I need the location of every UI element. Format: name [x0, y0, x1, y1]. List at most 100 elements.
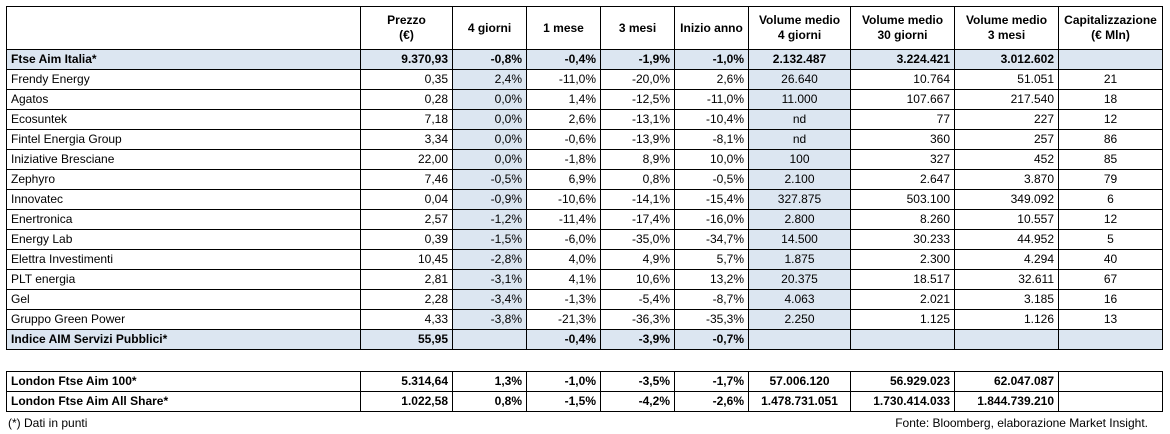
table-cell: 0,8%: [452, 391, 527, 412]
table-cell: -11,0%: [526, 69, 601, 90]
row-name-cell: London Ftse Aim 100*: [6, 371, 361, 392]
table-cell: -0,5%: [452, 169, 527, 190]
row-name-cell: Enertronica: [6, 209, 361, 230]
table-cell: -13,9%: [600, 129, 675, 150]
table-cell: -0,8%: [452, 49, 527, 70]
header-market-cap: Capitalizzazione (€ Mln): [1058, 6, 1163, 50]
table-cell: -1,5%: [526, 391, 601, 412]
table-cell: -3,1%: [452, 269, 527, 290]
table-cell: 30.233: [850, 229, 955, 250]
header-row: Prezzo (€) 4 giorni 1 mese 3 mesi Inizio…: [6, 6, 1163, 50]
source-note: Fonte: Bloomberg, elaborazione Market In…: [895, 416, 1148, 430]
table-cell: [1058, 49, 1163, 70]
table-cell: 8.260: [850, 209, 955, 230]
table-cell: 3,34: [360, 129, 453, 150]
table-cell: 67: [1058, 269, 1163, 290]
table-cell: 2,6%: [674, 69, 749, 90]
table-cell: 227: [954, 109, 1059, 130]
table-cell: 2.300: [850, 249, 955, 270]
row-name-cell: Gruppo Green Power: [6, 309, 361, 330]
table-row: Energy Lab 0,39 -1,5% -6,0% -35,0% -34,7% 14.5…: [6, 229, 1163, 250]
table-cell: 18.517: [850, 269, 955, 290]
table-cell: 13: [1058, 309, 1163, 330]
table-row: London Ftse Aim 100* 5.314,64 1,3% -1,0% -3,…: [6, 371, 1163, 392]
london-table: London Ftse Aim 100* 5.314,64 1,3% -1,0% -3,…: [6, 371, 1163, 412]
table-cell: 0,39: [360, 229, 453, 250]
table-cell: 8,9%: [600, 149, 675, 170]
row-name-cell: Gel: [6, 289, 361, 310]
table-cell: 3.185: [954, 289, 1059, 310]
row-name-cell: Indice AIM Servizi Pubblici*: [6, 329, 361, 350]
table-cell: -0,9%: [452, 189, 527, 210]
table-cell: 11.000: [748, 89, 851, 110]
table-cell: [850, 329, 955, 350]
table-cell: 18: [1058, 89, 1163, 110]
header-ytd: Inizio anno: [674, 6, 749, 50]
table-cell: -1,0%: [526, 371, 601, 392]
table-cell: 2.647: [850, 169, 955, 190]
table-cell: 2.132.487: [748, 49, 851, 70]
table-cell: 0,0%: [452, 149, 527, 170]
table-cell: 327.875: [748, 189, 851, 210]
table-cell: -0,7%: [674, 329, 749, 350]
table-cell: 85: [1058, 149, 1163, 170]
table-cell: 21: [1058, 69, 1163, 90]
table-cell: -5,4%: [600, 289, 675, 310]
table-cell: 0,0%: [452, 89, 527, 110]
header-price: Prezzo (€): [360, 6, 453, 50]
table-cell: 20.375: [748, 269, 851, 290]
row-name-cell: Innovatec: [6, 189, 361, 210]
table-cell: -3,9%: [600, 329, 675, 350]
table-cell: 4,1%: [526, 269, 601, 290]
header-1-month: 1 mese: [526, 6, 601, 50]
footnote: (*) Dati in punti: [8, 416, 88, 430]
table-cell: 9.370,93: [360, 49, 453, 70]
row-name-cell: Elettra Investimenti: [6, 249, 361, 270]
table-row: Zephyro 7,46 -0,5% 6,9% 0,8% -0,5% 2.100 2.647 3…: [6, 169, 1163, 190]
table-cell: -3,5%: [600, 371, 675, 392]
table-cell: 217.540: [954, 89, 1059, 110]
table-cell: 4,9%: [600, 249, 675, 270]
table-cell: 100: [748, 149, 851, 170]
table-cell: 3.224.421: [850, 49, 955, 70]
table-cell: [1058, 391, 1163, 412]
table-cell: 3.012.602: [954, 49, 1059, 70]
table-cell: 1.022,58: [360, 391, 453, 412]
table-cell: 0,0%: [452, 129, 527, 150]
table-cell: 7,18: [360, 109, 453, 130]
table-cell: -12,5%: [600, 89, 675, 110]
table-cell: -16,0%: [674, 209, 749, 230]
table-cell: -1,0%: [674, 49, 749, 70]
table-cell: -8,7%: [674, 289, 749, 310]
table-row: Enertronica 2,57 -1,2% -11,4% -17,4% -16,0% 2.…: [6, 209, 1163, 230]
table-cell: 10,0%: [674, 149, 749, 170]
table-cell: -0,4%: [526, 49, 601, 70]
table-cell: 40: [1058, 249, 1163, 270]
table-cell: -10,6%: [526, 189, 601, 210]
table-cell: 503.100: [850, 189, 955, 210]
table-cell: 32.611: [954, 269, 1059, 290]
table-cell: 44.952: [954, 229, 1059, 250]
table-cell: 4.063: [748, 289, 851, 310]
table-cell: 13,2%: [674, 269, 749, 290]
table-cell: 327: [850, 149, 955, 170]
table-cell: -15,4%: [674, 189, 749, 210]
table-cell: 62.047.087: [954, 371, 1059, 392]
table-cell: 452: [954, 149, 1059, 170]
table-cell: 2,28: [360, 289, 453, 310]
table-cell: -11,4%: [526, 209, 601, 230]
table-cell: 1.478.731.051: [748, 391, 851, 412]
table-cell: -36,3%: [600, 309, 675, 330]
table-cell: -1,9%: [600, 49, 675, 70]
table-cell: 5: [1058, 229, 1163, 250]
table-cell: -2,8%: [452, 249, 527, 270]
table-cell: 10,45: [360, 249, 453, 270]
table-cell: [452, 329, 527, 350]
row-name-cell: Ftse Aim Italia*: [6, 49, 361, 70]
table-cell: 2,81: [360, 269, 453, 290]
table-cell: 107.667: [850, 89, 955, 110]
table-cell: -17,4%: [600, 209, 675, 230]
table-row: London Ftse Aim All Share* 1.022,58 0,8% -1…: [6, 391, 1163, 412]
table-cell: 22,00: [360, 149, 453, 170]
table-cell: -14,1%: [600, 189, 675, 210]
